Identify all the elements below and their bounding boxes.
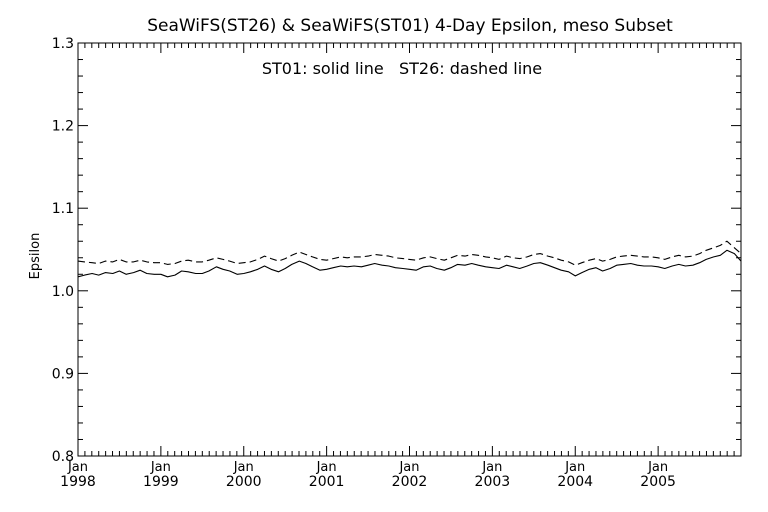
x-tick-year-label: 2003 [475, 474, 511, 490]
x-tick-year-label: 2002 [392, 474, 428, 490]
x-tick-month-label: Jan [150, 460, 171, 475]
y-tick-label: 0.8 [52, 449, 74, 465]
y-tick-label: 0.9 [52, 366, 74, 382]
plot-frame [77, 42, 742, 457]
y-tick-label: 1.2 [52, 119, 74, 135]
y-tick-label: 1.0 [52, 284, 74, 300]
x-tick-year-label: 2004 [557, 474, 593, 490]
x-tick-month-label: Jan [647, 460, 668, 475]
y-tick-label: 1.1 [52, 201, 74, 217]
x-tick-year-label: 1998 [60, 474, 96, 490]
x-tick-month-label: Jan [316, 460, 337, 475]
x-tick-month-label: Jan [398, 460, 419, 475]
x-tick-month-label: Jan [481, 460, 502, 475]
st26-dashed-line [77, 240, 742, 266]
series-layer [77, 240, 742, 278]
x-tick-month-label: Jan [233, 460, 254, 475]
x-tick-month-label: Jan [564, 460, 585, 475]
chart-title: SeaWiFS(ST26) & SeaWiFS(ST01) 4-Day Epsi… [147, 16, 673, 36]
x-tick-year-label: 2001 [309, 474, 345, 490]
x-tick-year-label: 1999 [143, 474, 179, 490]
x-tick-month-label: Jan [67, 460, 88, 475]
x-tick-year-label: 2000 [226, 474, 262, 490]
st01-solid-line [77, 249, 742, 278]
x-axis-ticks: Jan1998Jan1999Jan2000Jan2001Jan2002Jan20… [60, 43, 742, 490]
line-style-annotation: ST01: solid line ST26: dashed line [262, 59, 542, 78]
y-axis-ticks: 0.8 0.9 1.0 1.1 1.2 1.3 [52, 36, 741, 465]
y-tick-label: 1.3 [52, 36, 74, 52]
x-tick-year-label: 2005 [640, 474, 676, 490]
y-axis-label: Epsilon [28, 233, 43, 280]
